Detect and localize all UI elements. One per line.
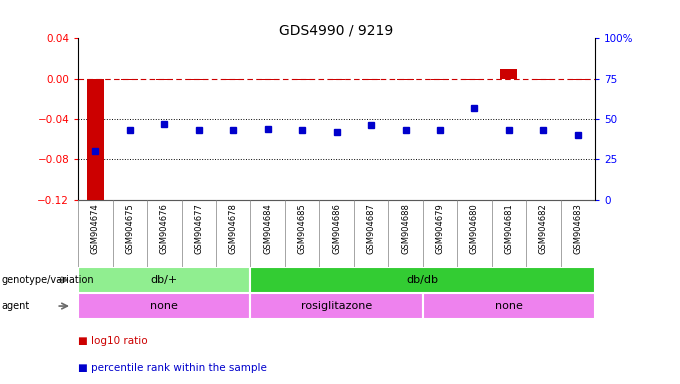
Text: ■ log10 ratio: ■ log10 ratio bbox=[78, 336, 148, 346]
Text: ■ percentile rank within the sample: ■ percentile rank within the sample bbox=[78, 363, 267, 373]
Bar bbox=[534, 79, 552, 80]
Bar bbox=[397, 79, 414, 80]
Text: none: none bbox=[150, 301, 178, 311]
Bar bbox=[423, 293, 595, 319]
Bar bbox=[466, 79, 483, 80]
Text: none: none bbox=[495, 301, 523, 311]
Text: GSM904681: GSM904681 bbox=[505, 203, 513, 254]
Text: GSM904676: GSM904676 bbox=[160, 203, 169, 254]
Text: GSM904688: GSM904688 bbox=[401, 203, 410, 254]
Bar bbox=[224, 79, 242, 80]
Bar bbox=[431, 79, 449, 80]
Bar bbox=[78, 293, 250, 319]
Text: GSM904684: GSM904684 bbox=[263, 203, 272, 254]
Text: db/+: db/+ bbox=[151, 275, 178, 285]
Bar bbox=[569, 79, 586, 80]
Text: GSM904683: GSM904683 bbox=[573, 203, 582, 254]
Text: GSM904687: GSM904687 bbox=[367, 203, 375, 254]
Text: GSM904674: GSM904674 bbox=[91, 203, 100, 254]
Text: GSM904677: GSM904677 bbox=[194, 203, 203, 254]
Bar bbox=[259, 79, 276, 80]
Text: rosiglitazone: rosiglitazone bbox=[301, 301, 372, 311]
Bar bbox=[121, 79, 139, 80]
Bar bbox=[190, 79, 207, 80]
Bar bbox=[500, 69, 517, 79]
Text: genotype/variation: genotype/variation bbox=[1, 275, 94, 285]
Text: GSM904678: GSM904678 bbox=[228, 203, 238, 254]
Text: GSM904685: GSM904685 bbox=[298, 203, 307, 254]
Bar bbox=[328, 79, 345, 80]
Bar bbox=[362, 79, 379, 80]
Text: GSM904679: GSM904679 bbox=[435, 203, 445, 254]
Bar bbox=[294, 79, 311, 80]
Bar bbox=[87, 79, 104, 202]
Text: GSM904680: GSM904680 bbox=[470, 203, 479, 254]
Bar bbox=[78, 267, 250, 293]
Text: GSM904686: GSM904686 bbox=[332, 203, 341, 254]
Text: agent: agent bbox=[1, 301, 30, 311]
Text: GSM904675: GSM904675 bbox=[125, 203, 135, 254]
Title: GDS4990 / 9219: GDS4990 / 9219 bbox=[279, 23, 394, 37]
Bar bbox=[250, 267, 595, 293]
Bar bbox=[156, 79, 173, 80]
Text: db/db: db/db bbox=[407, 275, 439, 285]
Text: GSM904682: GSM904682 bbox=[539, 203, 548, 254]
Bar bbox=[250, 293, 423, 319]
